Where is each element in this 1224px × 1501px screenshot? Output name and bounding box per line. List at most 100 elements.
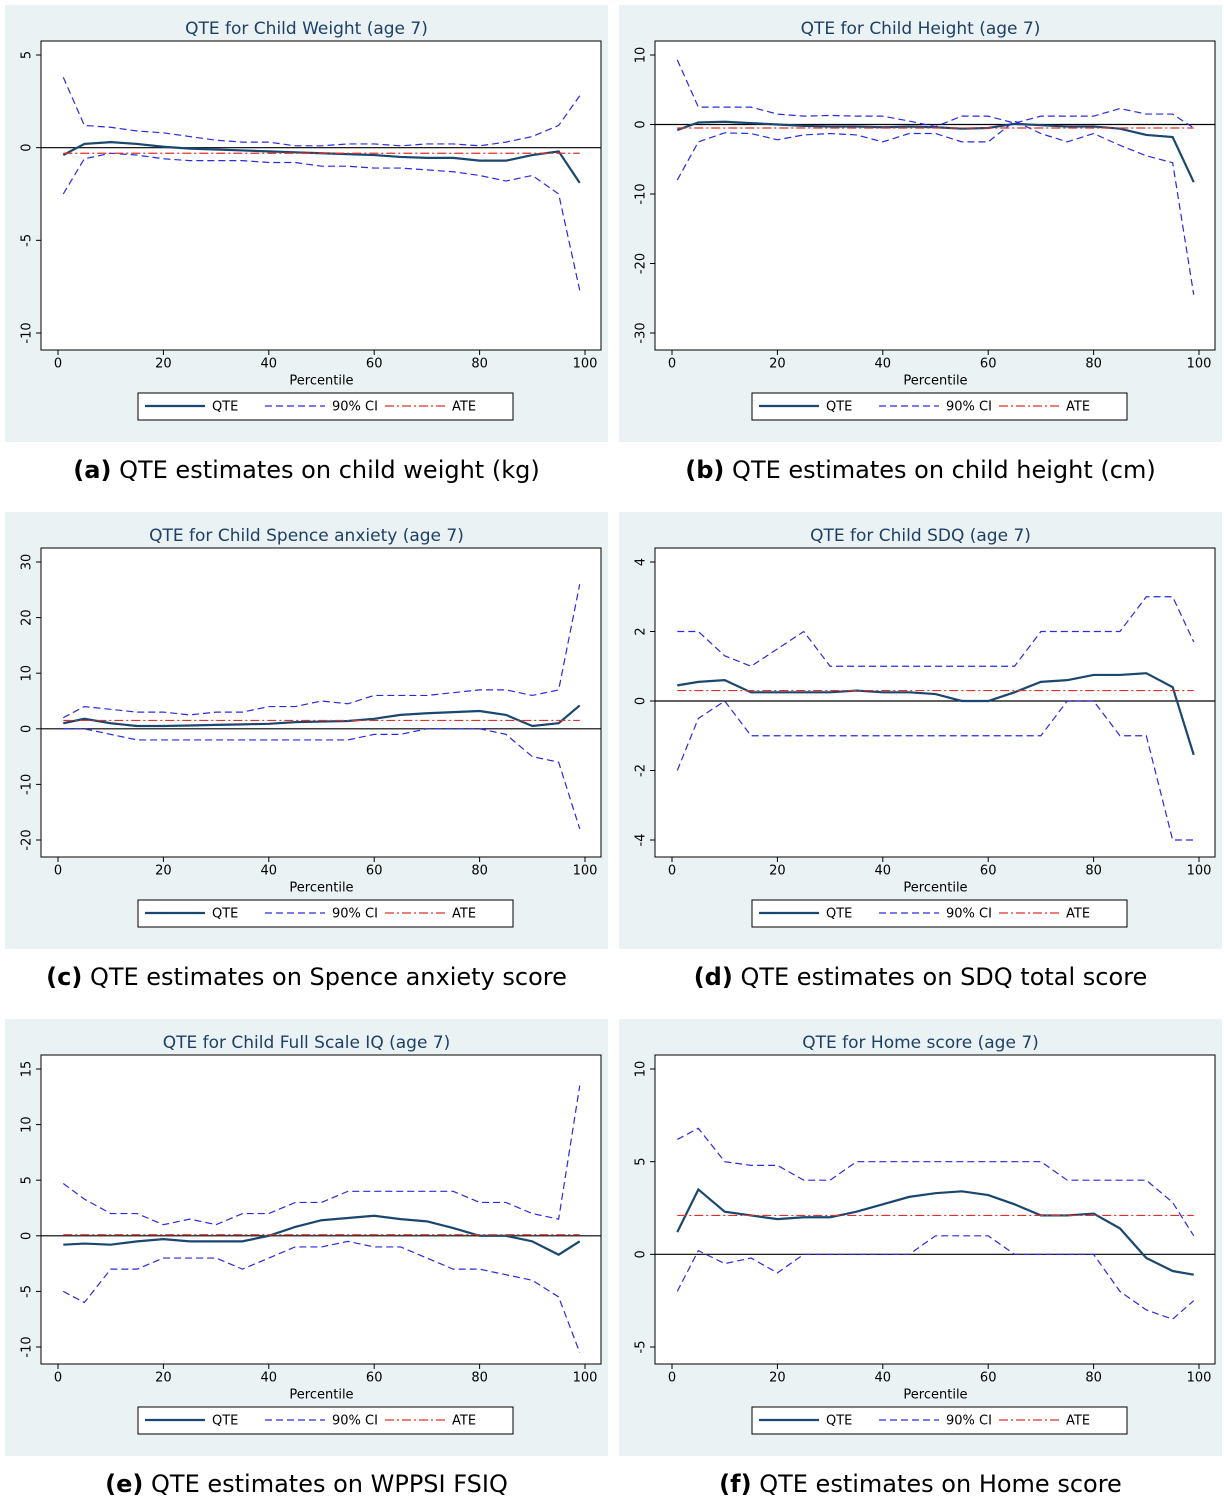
y-tick-label: -30: [634, 322, 649, 343]
y-tick-label: -20: [634, 253, 649, 274]
y-tick-label: 0: [634, 1250, 649, 1258]
y-tick-label: 4: [634, 558, 649, 566]
y-tick-label: 0: [634, 697, 649, 705]
caption-label: (a): [73, 456, 111, 484]
legend-label: QTE: [212, 1414, 238, 1429]
caption-text: QTE estimates on Spence anxiety score: [90, 963, 567, 991]
plot-area: [40, 1054, 602, 1365]
caption: (e) QTE estimates on WPPSI FSIQ: [105, 1470, 508, 1498]
x-tick-label: 0: [668, 357, 676, 372]
legend-label: 90% CI: [332, 400, 378, 415]
x-axis-label: Percentile: [289, 1388, 353, 1403]
caption-label: (d): [694, 963, 733, 991]
y-tick-label: 15: [20, 1061, 35, 1078]
y-tick-label: 0: [634, 120, 649, 128]
y-tick-label: 10: [634, 1061, 649, 1078]
caption: (d) QTE estimates on SDQ total score: [694, 963, 1148, 991]
y-tick-label: 30: [20, 554, 35, 571]
x-tick-label: 60: [980, 1371, 997, 1386]
x-tick-label: 60: [366, 1371, 383, 1386]
caption: (f) QTE estimates on Home score: [719, 1470, 1122, 1498]
y-tick-label: -2: [634, 764, 649, 777]
x-axis-label: Percentile: [903, 881, 967, 896]
x-tick-label: 60: [366, 864, 383, 879]
chart-title: QTE for Child Height (age 7): [801, 19, 1041, 39]
x-tick-label: 100: [1187, 1371, 1212, 1386]
series-line: [63, 704, 581, 728]
chart-panel: QTE for Child Spence anxiety (age 7) -20 -…: [5, 512, 608, 991]
caption-text: QTE estimates on child height (cm): [732, 456, 1156, 484]
x-tick-label: 40: [875, 1371, 892, 1386]
series-line: [63, 728, 581, 830]
x-tick-label: 40: [261, 357, 278, 372]
series-line: [676, 1127, 1195, 1237]
x-tick-label: 20: [155, 1371, 172, 1386]
x-tick-label: 20: [769, 1371, 786, 1386]
chart-title: QTE for Child Spence anxiety (age 7): [149, 526, 464, 546]
x-tick-label: 0: [668, 864, 676, 879]
caption-label: (e): [105, 1470, 143, 1498]
y-tick-label: 20: [20, 609, 35, 626]
caption-text: QTE estimates on SDQ total score: [740, 963, 1147, 991]
x-tick-label: 0: [54, 864, 62, 879]
y-tick-label: 2: [634, 627, 649, 635]
x-tick-label: 80: [1085, 1371, 1102, 1386]
x-tick-label: 100: [573, 1371, 598, 1386]
series-line: [676, 1235, 1195, 1320]
x-tick-label: 40: [261, 864, 278, 879]
plot-area: [40, 547, 602, 858]
chart-title: QTE for Child Full Scale IQ (age 7): [163, 1033, 451, 1053]
y-tick-label: -5: [20, 234, 35, 247]
legend-label: ATE: [1066, 907, 1090, 922]
legend-box: [137, 392, 514, 421]
caption: (c) QTE estimates on Spence anxiety scor…: [46, 963, 567, 991]
caption-text: QTE estimates on Home score: [759, 1470, 1122, 1498]
series-line: [676, 59, 1195, 129]
legend-label: ATE: [452, 907, 476, 922]
chart-panel: QTE for Child Weight (age 7) -10 -5 0 5 0 20 40…: [5, 5, 608, 484]
x-tick-label: 40: [261, 1371, 278, 1386]
y-tick-label: 5: [634, 1158, 649, 1166]
plot-area: [40, 40, 602, 351]
x-tick-label: 60: [980, 864, 997, 879]
series-line: [62, 1240, 581, 1353]
x-tick-label: 60: [980, 357, 997, 372]
legend-label: ATE: [452, 1414, 476, 1429]
x-tick-label: 0: [54, 1371, 62, 1386]
plot-area: [654, 1054, 1216, 1365]
y-tick-label: 5: [20, 1176, 35, 1184]
x-tick-label: 20: [155, 864, 172, 879]
legend-label: ATE: [452, 400, 476, 415]
y-tick-label: 0: [20, 725, 35, 733]
x-axis-label: Percentile: [903, 374, 967, 389]
y-tick-label: -10: [634, 183, 649, 204]
legend-label: QTE: [826, 400, 852, 415]
legend-label: ATE: [1066, 400, 1090, 415]
caption-text: QTE estimates on WPPSI FSIQ: [151, 1470, 508, 1498]
series-line: [676, 1187, 1194, 1276]
x-tick-label: 20: [769, 357, 786, 372]
legend-label: 90% CI: [332, 907, 378, 922]
plot-area: [654, 40, 1216, 351]
x-tick-label: 0: [54, 357, 62, 372]
caption-label: (c): [46, 963, 82, 991]
legend-label: QTE: [212, 907, 238, 922]
legend-box: [751, 392, 1128, 421]
x-tick-label: 100: [573, 864, 598, 879]
x-tick-label: 80: [471, 864, 488, 879]
chart-title: QTE for Home score (age 7): [802, 1033, 1039, 1053]
y-tick-label: 0: [20, 1232, 35, 1240]
y-tick-label: 5: [20, 51, 35, 59]
x-tick-label: 0: [668, 1371, 676, 1386]
caption-label: (f): [719, 1470, 751, 1498]
series-line: [677, 596, 1195, 667]
chart-title: QTE for Child Weight (age 7): [185, 19, 428, 39]
x-axis-label: Percentile: [289, 881, 353, 896]
y-tick-label: -5: [20, 1285, 35, 1298]
y-tick-label: 10: [20, 665, 35, 682]
legend-label: 90% CI: [946, 907, 992, 922]
legend-label: QTE: [826, 1414, 852, 1429]
